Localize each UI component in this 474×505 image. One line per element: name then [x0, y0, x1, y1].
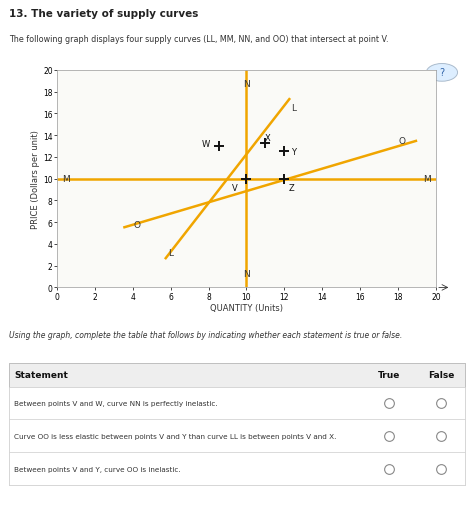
Text: O: O [399, 137, 405, 146]
Text: Curve OO is less elastic between points V and Y than curve LL is between points : Curve OO is less elastic between points … [14, 433, 337, 439]
Text: ?: ? [439, 68, 445, 78]
Bar [9, 363, 465, 387]
X-axis label: QUANTITY (Units): QUANTITY (Units) [210, 304, 283, 313]
Bar [9, 420, 465, 452]
Text: L: L [292, 104, 296, 113]
Text: N: N [243, 80, 250, 89]
Bar [9, 452, 465, 485]
Text: X: X [264, 133, 270, 142]
Text: Between points V and Y, curve OO is inelastic.: Between points V and Y, curve OO is inel… [14, 466, 181, 472]
Text: M: M [63, 175, 70, 184]
Text: O: O [133, 220, 140, 229]
Text: False: False [428, 371, 454, 379]
Bar [9, 387, 465, 420]
Text: True: True [377, 371, 400, 379]
Text: V: V [232, 183, 238, 192]
Text: Between points V and W, curve NN is perfectly inelastic.: Between points V and W, curve NN is perf… [14, 400, 218, 406]
Text: Y: Y [292, 147, 296, 157]
Text: L: L [168, 248, 173, 258]
Text: Z: Z [289, 183, 295, 192]
Y-axis label: PRICE (Dollars per unit): PRICE (Dollars per unit) [31, 130, 40, 229]
Text: 13. The variety of supply curves: 13. The variety of supply curves [9, 9, 199, 19]
Circle shape [426, 64, 457, 82]
Text: The following graph displays four supply curves (LL, MM, NN, and OO) that inters: The following graph displays four supply… [9, 35, 389, 44]
Bar [9, 363, 465, 485]
Text: Statement: Statement [14, 371, 68, 379]
Text: W: W [201, 140, 210, 149]
Text: N: N [243, 269, 250, 278]
Text: Using the graph, complete the table that follows by indicating whether each stat: Using the graph, complete the table that… [9, 330, 403, 339]
Text: M: M [423, 175, 430, 184]
